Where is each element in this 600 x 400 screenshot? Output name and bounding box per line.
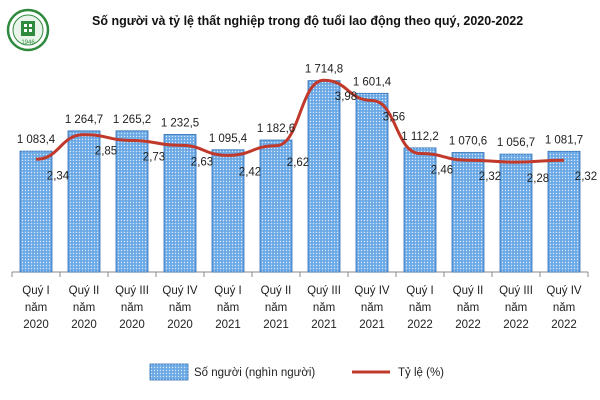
bar (307, 80, 341, 273)
tick-layer: Quý I năm 2020 Quý II năm 2020 Quý III năm 2020 Q… (22, 285, 582, 331)
x-tick-label: Quý I (406, 285, 433, 297)
x-tick-label: 2022 (503, 319, 529, 331)
rate-value-label: 2,63 (191, 156, 213, 168)
x-tick-label: 2021 (311, 319, 337, 331)
x-tick-label: năm (457, 302, 479, 314)
x-tick-label: 2020 (71, 319, 97, 331)
x-tick-label: năm (121, 302, 143, 314)
rate-value-label: 2,73 (143, 151, 165, 163)
bar (355, 92, 389, 273)
x-tick-label: năm (25, 302, 47, 314)
bar-value-label: 1 601,4 (353, 76, 392, 88)
bar-value-label: 1 264,7 (65, 114, 103, 126)
x-tick-label: năm (409, 302, 431, 314)
x-tick-label: Quý IV (162, 285, 197, 297)
x-tick-label: 2022 (551, 319, 577, 331)
x-tick-label: Quý IV (546, 285, 581, 297)
rate-value-label: 2,42 (239, 166, 261, 178)
bar-value-label: 1 182,6 (257, 123, 295, 135)
line-layer (35, 78, 565, 164)
x-tick-label: 2020 (119, 319, 145, 331)
x-tick-label: 2020 (167, 319, 193, 331)
rate-value-label: 2,34 (47, 170, 70, 182)
bar (547, 150, 581, 273)
bar-layer (19, 80, 581, 273)
bar-value-label: 1 232,5 (161, 117, 199, 129)
statistics-office-logo-icon: 1946 (6, 8, 50, 52)
x-tick-label: 2021 (215, 319, 241, 331)
rate-line (35, 78, 565, 164)
x-tick-label: năm (361, 302, 383, 314)
rate-value-label: 2,62 (287, 157, 309, 169)
x-tick-label: Quý II (69, 285, 100, 297)
x-tick-label: Quý II (261, 285, 292, 297)
legend: Số người (nghìn người) Tỷ lệ (%) (149, 363, 444, 381)
axis-layer (11, 271, 589, 277)
bar-value-label: 1 081,7 (545, 134, 583, 146)
rate-value-label: 2,32 (479, 171, 501, 183)
x-tick-label: năm (265, 302, 287, 314)
bar (115, 130, 149, 273)
label-layer: 1 083,4 1 264,7 1 265,2 1 232,5 1 095,4 1 182… (17, 64, 597, 185)
bar (451, 152, 485, 273)
bar-value-label: 1 112,2 (401, 131, 439, 143)
rate-value-label: 2,85 (95, 146, 117, 158)
bar-value-label: 1 070,6 (449, 136, 487, 148)
x-tick-label: Quý I (22, 285, 49, 297)
legend-label-line: Tỷ lệ (%) (398, 367, 444, 379)
x-tick-label: Quý IV (354, 285, 389, 297)
header: 1946 Số người và tỷ lệ thất nghiệp trong… (0, 0, 600, 56)
x-tick-label: Quý III (499, 285, 533, 297)
x-tick-label: 2022 (407, 319, 433, 331)
bar-value-label: 1 095,4 (209, 133, 248, 145)
rate-value-label: 2,46 (431, 164, 453, 176)
rate-value-label: 2,32 (575, 171, 597, 183)
bar (19, 150, 53, 273)
x-tick-label: 2020 (23, 319, 49, 331)
svg-text:1946: 1946 (21, 40, 35, 46)
x-tick-label: năm (217, 302, 239, 314)
bar-value-label: 1 265,2 (113, 114, 151, 126)
x-tick-label: 2021 (359, 319, 385, 331)
x-tick-label: năm (169, 302, 191, 314)
bar-value-label: 1 056,7 (497, 137, 535, 149)
chart-title: Số người và tỷ lệ thất nghiệp trong độ t… (92, 14, 524, 28)
bar (163, 134, 197, 273)
rate-value-label: 2,28 (527, 173, 549, 185)
bar (499, 153, 533, 273)
bar-value-label: 1 714,8 (305, 64, 343, 76)
x-tick-label: Quý III (115, 285, 149, 297)
x-tick-label: năm (73, 302, 95, 314)
x-tick-label: Quý II (453, 285, 484, 297)
legend-swatch-bars (149, 363, 189, 381)
bar (67, 130, 101, 273)
x-tick-label: năm (505, 302, 527, 314)
legend-label-bars: Số người (nghìn người) (194, 367, 315, 379)
x-tick-label: năm (313, 302, 335, 314)
bar-value-label: 1 083,4 (17, 134, 56, 146)
rate-value-label: 3,56 (383, 111, 405, 123)
rate-value-label: 3,98 (335, 91, 357, 103)
bar (259, 139, 293, 273)
x-tick-label: năm (553, 302, 575, 314)
x-tick-label: Quý I (214, 285, 241, 297)
x-tick-label: 2021 (263, 319, 289, 331)
bar (211, 149, 245, 273)
x-tick-label: 2022 (455, 319, 481, 331)
x-tick-label: Quý III (307, 285, 341, 297)
bar (403, 147, 437, 273)
